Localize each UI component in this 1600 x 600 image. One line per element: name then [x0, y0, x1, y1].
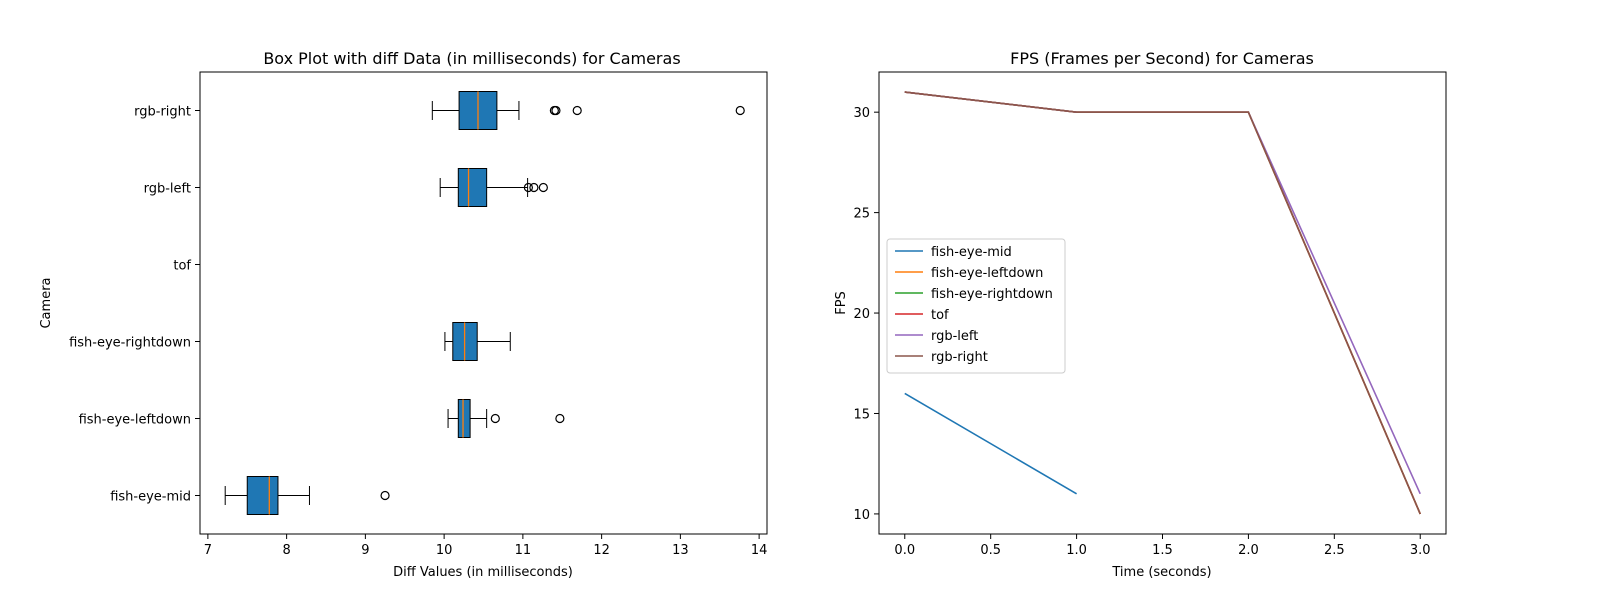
- boxplot-marks: [224, 91, 745, 515]
- fps-x-label: Time (seconds): [1111, 565, 1211, 580]
- boxplot-x-tick-label: 7: [204, 543, 212, 558]
- boxplot-y-tick-label: fish-eye-leftdown: [79, 413, 191, 428]
- boxplot-x-label: Diff Values (in milliseconds): [393, 565, 573, 580]
- fps-y-tick-label: 15: [853, 407, 870, 422]
- fps-legend-label: rgb-left: [931, 329, 978, 344]
- boxplot-x-tick-label: 11: [515, 543, 532, 558]
- boxplot-title: Box Plot with diff Data (in milliseconds…: [263, 49, 680, 68]
- fps-series-line-fish-eye-mid: [904, 392, 1077, 495]
- fps-series-line-rgb-right: [904, 91, 1421, 515]
- boxplot-y-tick-label: fish-eye-rightdown: [69, 336, 191, 351]
- fps-x-tick-label: 2.5: [1324, 543, 1345, 558]
- fps-y-label: FPS: [834, 291, 849, 315]
- fps-lines: [904, 91, 1421, 515]
- box-iqr: [457, 168, 488, 207]
- boxplot-y-tick-label: tof: [173, 259, 191, 274]
- box-rgb-right: [431, 91, 745, 130]
- boxplot-plot-area: [199, 71, 768, 535]
- fps-legend: fish-eye-mid fish-eye-leftdown fish-eye-ri…: [886, 238, 1066, 374]
- box-outlier-point: [490, 413, 500, 424]
- fps-x-tick-label: 0.0: [894, 543, 915, 558]
- box-outlier-point: [735, 105, 745, 116]
- fps-legend-label: fish-eye-leftdown: [931, 266, 1043, 281]
- fps-legend-label: tof: [931, 308, 949, 323]
- fps-y-tick-label: 25: [853, 207, 870, 222]
- box-rgb-left: [439, 168, 548, 207]
- fps-y-tick-label: 30: [853, 106, 870, 121]
- fps-x-ticks: 0.0 0.5 1.0 1.5 2.0 2.5 3.0: [894, 534, 1431, 558]
- fps-x-tick-label: 1.0: [1066, 543, 1087, 558]
- fps-legend-label: fish-eye-rightdown: [931, 287, 1053, 302]
- fps-y-ticks: 10 15 20 25 30: [853, 106, 879, 523]
- box-outlier-point: [529, 182, 539, 193]
- boxplot-y-label: Camera: [39, 277, 54, 328]
- box-iqr: [457, 399, 471, 438]
- boxplot-x-tick-label: 14: [751, 543, 768, 558]
- box-outlier-point: [380, 490, 390, 501]
- boxplot-x-ticks: 7 8 9 10 11 12 13 14: [204, 534, 768, 558]
- fps-y-tick-label: 20: [853, 307, 870, 322]
- fps-y-tick-label: 10: [853, 508, 870, 523]
- boxplot-x-tick-label: 13: [672, 543, 689, 558]
- fps-title: FPS (Frames per Second) for Cameras: [1010, 49, 1314, 68]
- boxplot-x-tick-label: 9: [361, 543, 369, 558]
- boxplot-y-tick-label: rgb-right: [134, 105, 191, 120]
- boxplot-y-ticks: fish-eye-mid fish-eye-leftdown fish-eye-ri…: [69, 105, 200, 505]
- boxplot-panel: Box Plot with diff Data (in milliseconds…: [39, 49, 768, 580]
- boxplot-x-tick-label: 8: [282, 543, 290, 558]
- box-outlier-point: [538, 182, 548, 193]
- boxplot-x-tick-label: 12: [593, 543, 610, 558]
- fps-legend-label: fish-eye-mid: [931, 245, 1012, 260]
- fps-legend-label: rgb-right: [931, 350, 988, 365]
- box-fish-eye-mid: [224, 476, 390, 515]
- box-fish-eye-rightdown: [444, 322, 511, 361]
- boxplot-y-tick-label: rgb-left: [144, 182, 191, 197]
- box-outlier-point: [555, 413, 565, 424]
- fps-x-tick-label: 1.5: [1152, 543, 1173, 558]
- box-outlier-point: [523, 182, 533, 193]
- fps-x-tick-label: 2.0: [1238, 543, 1259, 558]
- box-outlier-point: [572, 105, 582, 116]
- box-fish-eye-leftdown: [447, 399, 565, 438]
- fps-panel: FPS (Frames per Second) for Cameras 0.0 0…: [834, 49, 1447, 580]
- box-iqr: [246, 476, 279, 515]
- fps-x-tick-label: 3.0: [1410, 543, 1431, 558]
- boxplot-x-tick-label: 10: [436, 543, 453, 558]
- boxplot-y-tick-label: fish-eye-mid: [110, 490, 191, 505]
- box-outlier-point: [551, 105, 561, 116]
- fps-x-tick-label: 0.5: [980, 543, 1001, 558]
- fps-legend-frame: [886, 238, 1066, 374]
